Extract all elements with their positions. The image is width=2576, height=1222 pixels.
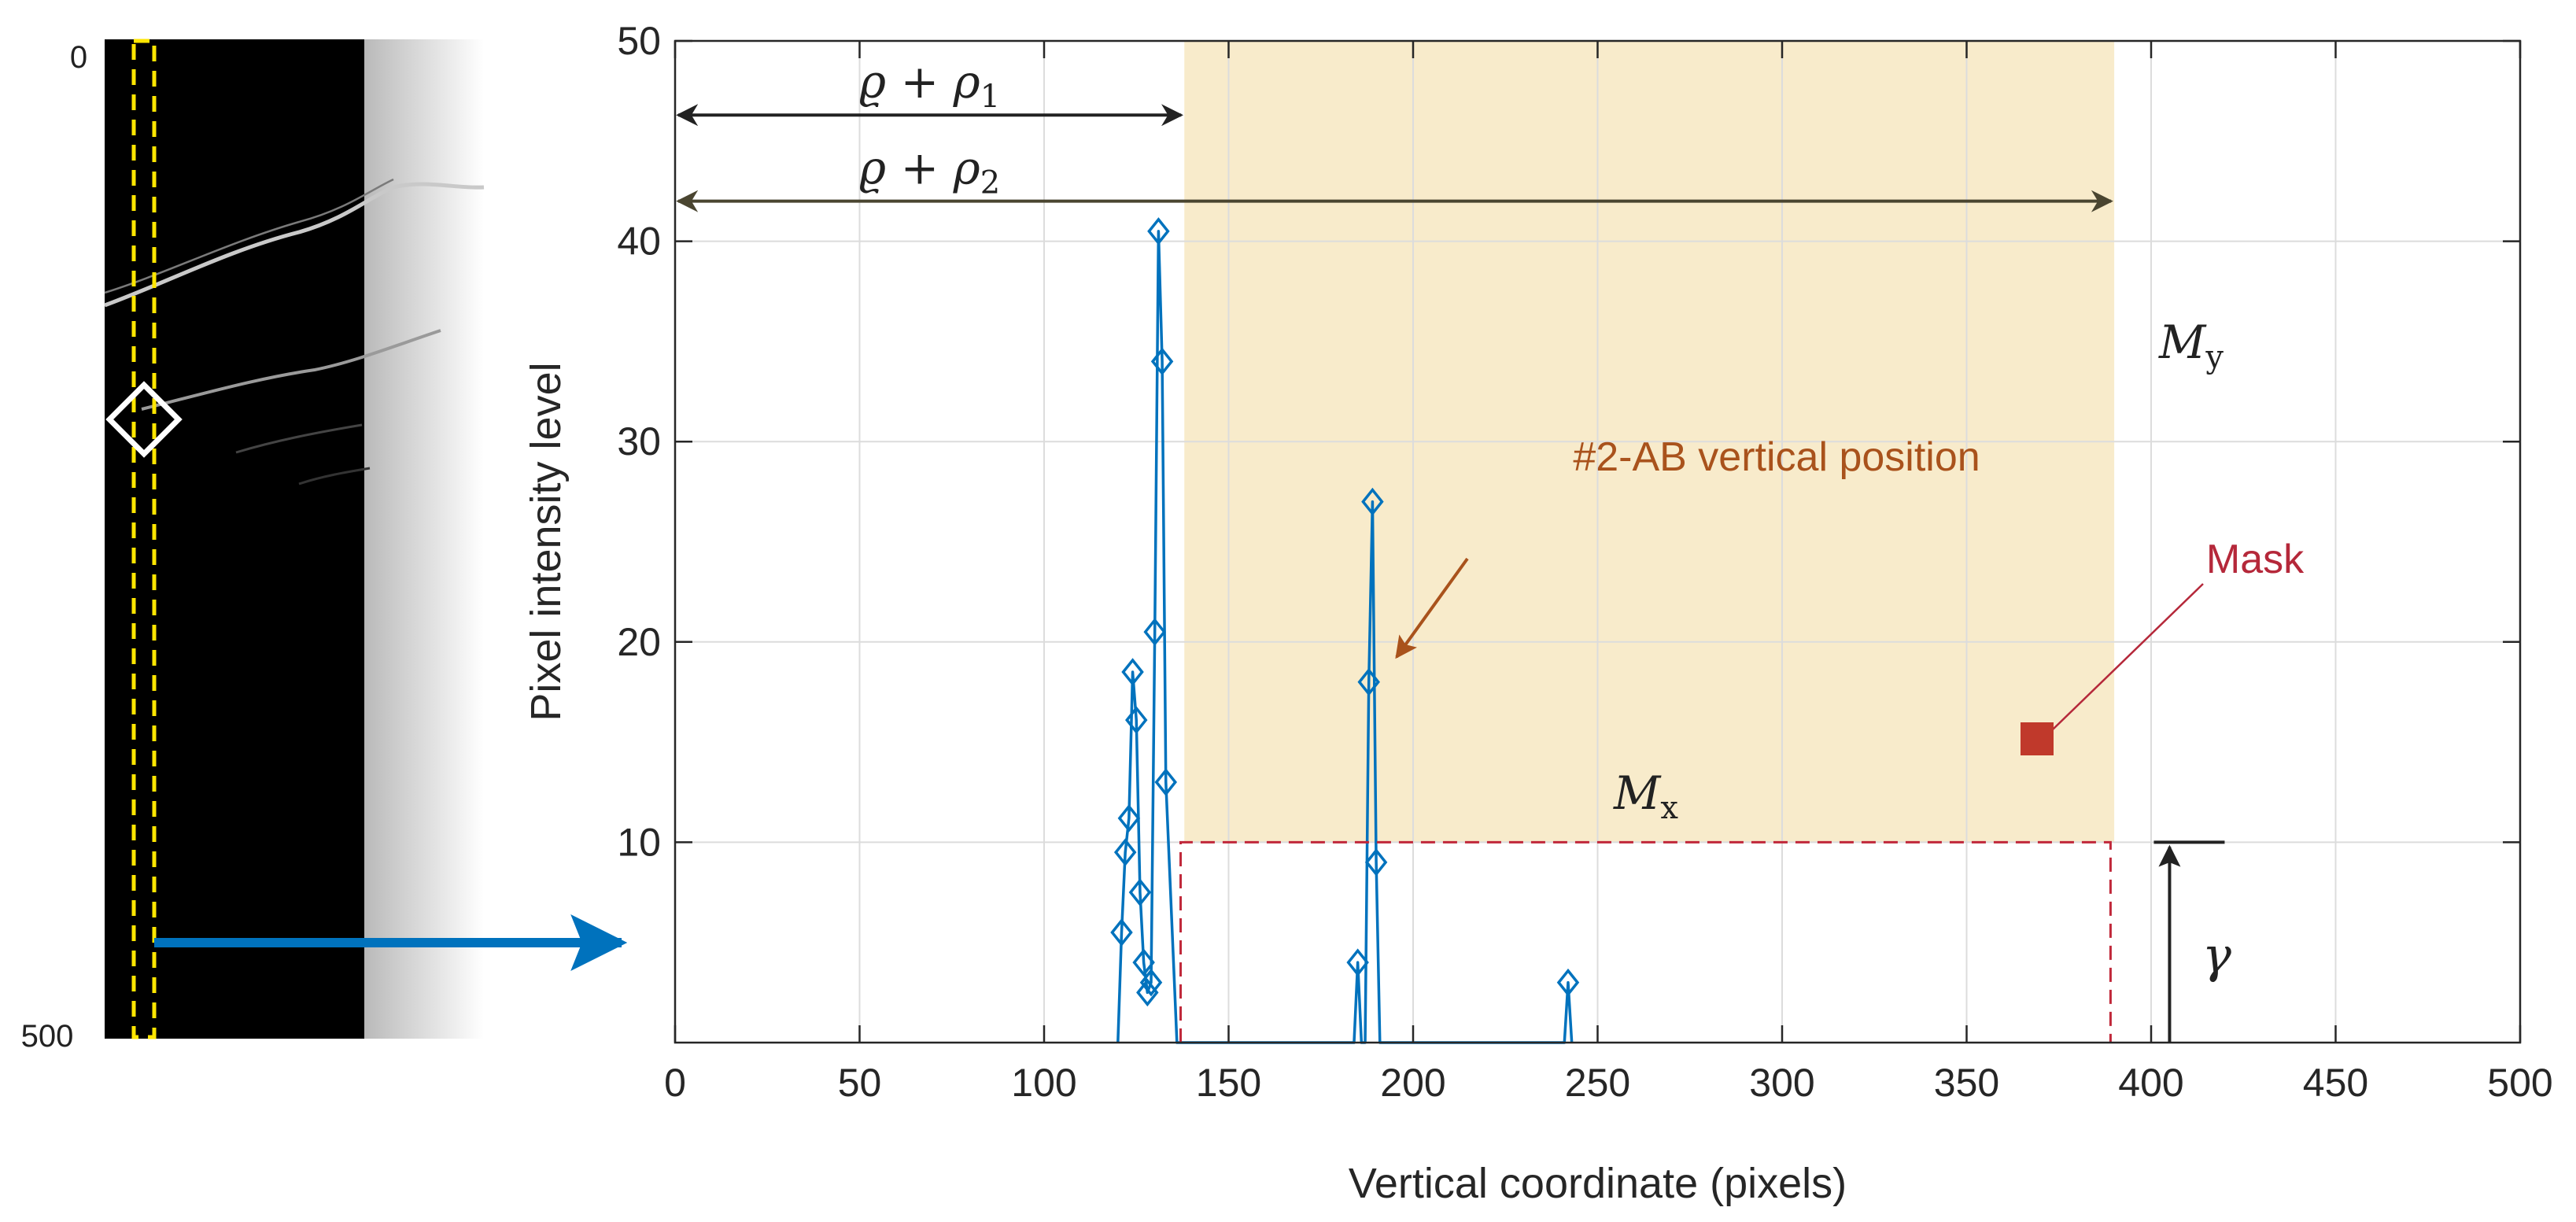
x-tick-label: 0 <box>664 1061 686 1105</box>
inset-image-dark <box>105 39 364 1039</box>
annotations: ϱ + ρ1 ϱ + ρ2 My Mx #2-AB vertical position M… <box>676 55 2305 1043</box>
series-line <box>1116 230 1574 1044</box>
mask-marker <box>2021 722 2054 755</box>
y-tick-label: 10 <box>617 820 661 864</box>
data-point <box>1556 968 1580 997</box>
y-tick-labels: 10 20 30 40 50 <box>617 19 661 864</box>
label-mask: Mask <box>2206 537 2305 582</box>
label-gamma: γ <box>2202 926 2232 984</box>
x-tick-label: 100 <box>1011 1061 1076 1105</box>
y-tick-label: 40 <box>617 220 661 264</box>
data-point <box>1117 804 1141 833</box>
plot-area: 0 50 100 150 200 250 300 350 400 450 500 10 20 30 40 5… <box>617 19 2552 1105</box>
data-point <box>1132 948 1155 976</box>
inset-layer-line-4 <box>298 467 371 485</box>
arrow-position <box>1395 557 1469 659</box>
label-mx: Mx <box>1613 766 1678 826</box>
y-axis-label: Pixel intensity level <box>522 362 570 721</box>
data-point <box>1346 948 1369 976</box>
data-point <box>1150 347 1174 376</box>
data-point <box>1113 838 1137 866</box>
data-point <box>1139 968 1163 997</box>
data-point <box>1364 848 1388 877</box>
x-tick-label: 500 <box>2487 1061 2552 1105</box>
data-point <box>1125 706 1148 734</box>
x-tick-label: 50 <box>838 1061 882 1105</box>
series-intensity <box>1110 217 1580 1044</box>
data-point <box>1136 978 1159 1007</box>
data-point <box>1154 768 1178 796</box>
x-tick-label: 250 <box>1565 1061 1630 1105</box>
x-tick-label: 350 <box>1934 1061 1999 1105</box>
data-point <box>1357 667 1380 696</box>
inset-layer-line-3 <box>235 423 363 454</box>
inset-column-band <box>131 39 157 1039</box>
x-tick-label: 400 <box>2118 1061 2183 1105</box>
y-tick-label: 20 <box>617 620 661 664</box>
data-point <box>1128 878 1152 906</box>
x-tick-label: 150 <box>1196 1061 1261 1105</box>
mask-leader-line <box>2051 583 2204 731</box>
label-position: #2-AB vertical position <box>1573 434 1980 480</box>
x-tick-label: 200 <box>1380 1061 1445 1105</box>
data-point <box>1121 658 1144 686</box>
inset-tick-top: 0 <box>70 40 87 75</box>
y-tick-label: 30 <box>617 419 661 463</box>
mask-outline <box>1179 840 2112 1043</box>
data-point <box>1147 217 1170 246</box>
inset-panel: 0 500 <box>21 39 628 1054</box>
data-point <box>1110 918 1133 947</box>
y-tick-label: 50 <box>617 19 661 63</box>
inset-layer-line-1 <box>104 182 485 308</box>
label-my: My <box>2158 316 2224 375</box>
data-point <box>1143 618 1166 646</box>
x-tick-label: 300 <box>1749 1061 1814 1105</box>
tick-marks <box>674 39 2522 1043</box>
label-rho2: ϱ + ρ2 <box>859 142 1000 201</box>
inset-diamond-marker <box>105 381 183 458</box>
inset-layer-line-2 <box>141 329 441 411</box>
mask-region <box>1179 840 2112 1043</box>
x-axis-label: Vertical coordinate (pixels) <box>1349 1160 1847 1207</box>
x-tick-labels: 0 50 100 150 200 250 300 350 400 450 500 <box>664 1061 2553 1105</box>
data-point <box>1361 487 1384 516</box>
inset-tick-bottom: 500 <box>21 1019 74 1054</box>
x-tick-label: 450 <box>2303 1061 2368 1105</box>
label-rho1: ϱ + ρ1 <box>859 55 1000 115</box>
